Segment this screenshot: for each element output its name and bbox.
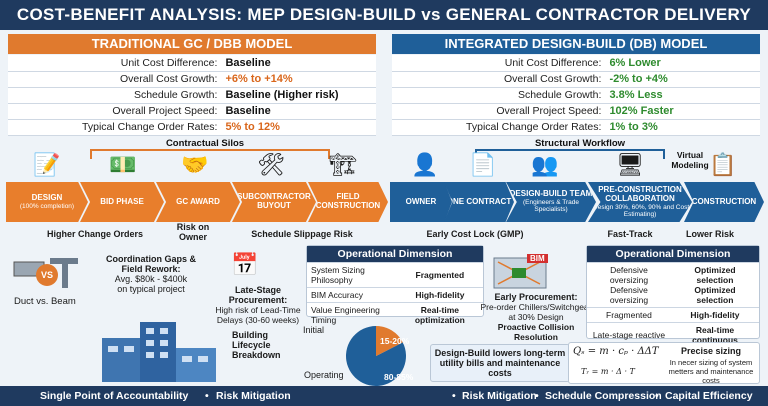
- contractual-silos-label: Contractual Silos: [165, 138, 245, 149]
- user-icon: 👤: [411, 152, 439, 177]
- late-procurement-text: Late-Stage Procurement: High risk of Lea…: [215, 285, 301, 325]
- workflow-bracket: [475, 149, 665, 159]
- metric-row: Overall Project Speed: Baseline: [8, 103, 376, 120]
- pie-label-operating: Operating: [304, 370, 344, 380]
- note-higher-change-orders: Higher Change Orders: [46, 229, 144, 239]
- precise-sizing-panel: Qₛ = m · cₚ · ΔΔT Tᵣ = m · Δ · T Precise…: [568, 342, 760, 385]
- table-row: System Sizing Philosophy Fragmented: [307, 262, 483, 288]
- od-left-header: Operational Dimension: [307, 246, 483, 262]
- flow-step-owner: OWNER: [390, 182, 452, 222]
- flow-step-field-construction: FIELD CONSTRUCTION: [308, 182, 388, 222]
- computer-model-icon: 🖥: [616, 152, 644, 177]
- calendar-icon: 📅: [231, 252, 259, 277]
- metric-row: Overall Cost Growth: +6% to +14%: [8, 71, 376, 88]
- coordination-gaps-text: Coordination Gaps & Field Rework: Avg. $…: [106, 254, 196, 294]
- note-lower-risk: Lower Risk: [685, 229, 734, 239]
- pie-value-operating: 80-85%: [384, 372, 414, 382]
- flow-step-design-build-team: DESIGN-BUILD TEAM (Engineers & Trade Spec…: [506, 182, 596, 222]
- metric-row: Typical Change Order Rates: 5% to 12%: [8, 119, 376, 136]
- document-pencil-icon: 📝: [33, 152, 61, 177]
- footer-bullet: •: [205, 390, 209, 402]
- metric-row: Schedule Growth: Baseline (Higher risk): [8, 87, 376, 104]
- note-schedule-slippage: Schedule Slippage Risk: [251, 229, 353, 239]
- building-illustration: [102, 322, 216, 382]
- money-icon: 💵: [109, 152, 137, 177]
- note-early-cost-lock: Early Cost Lock (GMP): [426, 229, 524, 239]
- note-fast-track: Fast-Track: [607, 229, 653, 239]
- design-build-note: Design-Build lowers long-term utility bi…: [430, 344, 570, 382]
- flow-step-one-contract: ONE CONTRACT: [444, 182, 514, 222]
- footer-bullet: •: [655, 390, 659, 402]
- traditional-metrics-table: Unit Cost Difference: Baseline Overall Co…: [8, 55, 376, 136]
- silos-bracket: [90, 149, 330, 159]
- formula-sub: Tᵣ = m · Δ · T: [581, 367, 635, 376]
- pie-slice-initial: [376, 326, 403, 356]
- tools-icon: 🛠: [257, 152, 285, 177]
- traditional-panel-header: TRADITIONAL GC / DBB MODEL: [8, 34, 376, 54]
- early-procurement-text: Early Procurement: Pre-order Chillers/Sw…: [480, 292, 592, 342]
- team-icon: 👥: [531, 152, 559, 177]
- lifecycle-pie-chart: 15-20% 80-85%: [346, 326, 414, 386]
- footer-bar: Single Point of Accountability • Risk Mi…: [0, 386, 768, 406]
- contract-document-icon: 📄: [469, 152, 497, 177]
- lifecycle-label: Building Lifecycle Breakdown: [232, 330, 281, 360]
- footer-item: Risk Mitigation: [216, 390, 291, 402]
- bim-model-illustration: [493, 257, 547, 289]
- metric-row: Unit Cost Difference: Baseline: [8, 55, 376, 72]
- flow-step-pre-construction: PRE-CONSTRUCTION COLLABORATION (Design 30…: [588, 182, 692, 222]
- virtual-modeling-label: Virtual Modeling: [671, 150, 709, 170]
- flow-step-bid-phase: BID PHASE: [80, 182, 164, 222]
- footer-item: Risk Mitigation: [462, 390, 537, 402]
- flow-step-design: DESIGN (100% completion): [6, 182, 88, 222]
- design-build-metrics-table: Unit Cost Difference: 6% Lower Overall Co…: [392, 55, 760, 136]
- footer-item: Single Point of Accountability: [40, 390, 189, 402]
- footer-bullet: •: [452, 390, 456, 402]
- flow-step-construction: CONSTRUCTION: [684, 182, 764, 222]
- precise-sizing-desc: In necer sizing of system metters and ma…: [668, 358, 754, 385]
- footer-item: Schedule Compression: [545, 390, 662, 402]
- flow-step-gc-award: GC AWARD: [156, 182, 240, 222]
- metric-row: Typical Change Order Rates: 1% to 3%: [392, 119, 760, 136]
- page-title: COST-BENEFIT ANALYSIS: MEP DESIGN-BUILD …: [0, 0, 768, 30]
- formula-main: Qₛ = m · cₚ · ΔΔT: [573, 346, 659, 357]
- design-build-panel-header: INTEGRATED DESIGN-BUILD (DB) MODEL: [392, 34, 760, 54]
- structural-workflow-label: Structural Workflow: [534, 138, 626, 149]
- table-row: Value Engineering Timing Real-time optimi…: [307, 302, 483, 327]
- metric-row: Overall Project Speed: 102% Faster: [392, 103, 760, 120]
- table-row: Fragmented High-fidelity: [587, 307, 759, 323]
- metric-row: Schedule Growth: 3.8% Less: [392, 87, 760, 104]
- bim-badge: BIM: [527, 254, 548, 263]
- operational-dimension-right: Operational Dimension Defensive oversizi…: [586, 245, 760, 357]
- table-row: BIM Accuracy High-fidelity: [307, 287, 483, 303]
- footer-item: Capital Efficiency: [665, 390, 753, 402]
- flow-step-subcontractor-buyout: SUBCONTRACTOR BUYOUT: [232, 182, 316, 222]
- handshake-icon: 🤝: [181, 152, 209, 177]
- vs-badge: VS: [36, 264, 58, 286]
- operational-dimension-left: Operational Dimension System Sizing Phil…: [306, 245, 484, 327]
- metric-row: Unit Cost Difference: 6% Lower: [392, 55, 760, 72]
- table-row: Defensive oversizing Defensive oversizin…: [587, 262, 759, 308]
- note-risk-on-owner: Risk on Owner: [176, 222, 210, 242]
- construction-icon: 🏗: [329, 152, 357, 177]
- precise-sizing-title: Precise sizing: [680, 346, 742, 356]
- duct-vs-beam-caption: Duct vs. Beam: [14, 296, 76, 307]
- metric-row: Overall Cost Growth: -2% to +4%: [392, 71, 760, 88]
- pie-value-initial: 15-20%: [380, 336, 410, 346]
- pie-label-initial: Initial: [303, 325, 325, 335]
- footer-bullet: •: [535, 390, 539, 402]
- checklist-icon: 📋: [709, 152, 737, 177]
- od-right-header: Operational Dimension: [587, 246, 759, 262]
